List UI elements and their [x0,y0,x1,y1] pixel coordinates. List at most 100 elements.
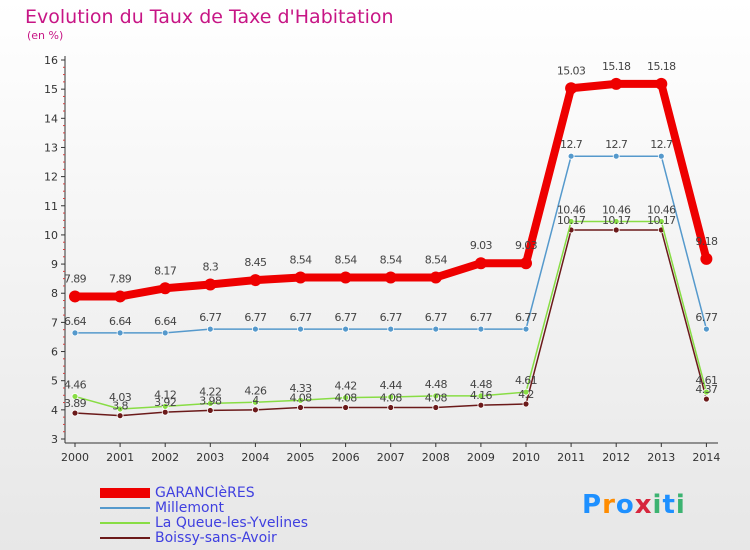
data-label: 15.03 [557,64,586,77]
proxiti-logo: Proxiti [582,490,686,520]
data-label: 6.77 [289,311,312,324]
data-point [429,271,442,284]
data-label: 9.03 [470,239,493,252]
data-label: 3.98 [199,394,222,407]
logo-letter: t [662,490,676,520]
data-label: 4.48 [470,378,493,391]
data-point [703,395,710,403]
data-point [339,271,352,284]
data-point [249,274,262,287]
data-label: 8.54 [425,253,448,266]
y-tick-label: 11 [44,200,58,213]
y-tick-label: 10 [44,229,58,242]
data-label: 8.54 [380,253,403,266]
x-tick-label: 2011 [557,451,585,464]
data-point [297,396,304,404]
data-point [161,329,169,337]
data-point [297,404,304,411]
x-tick-label: 2014 [692,451,720,464]
data-point [251,398,259,406]
data-point [655,77,668,90]
data-label: 4.46 [64,378,87,391]
data-point [69,290,81,303]
logo-letter: i [652,490,663,520]
data-label: 10.46 [647,204,676,217]
data-label: 10.17 [557,214,586,227]
data-point [387,325,395,333]
data-point [387,404,395,411]
legend-swatch [100,507,150,509]
legend-label: Boissy-sans-Avoir [155,530,277,546]
x-tick-label: 2005 [287,451,315,464]
data-label: 4.33 [289,382,312,395]
data-point [251,325,259,333]
data-point [612,218,620,225]
data-label: 4.08 [335,392,358,405]
data-label: 3.92 [154,396,176,409]
data-point [71,329,79,337]
legend-label: Millemont [155,500,224,516]
data-point [612,226,620,234]
data-point [477,325,485,333]
data-label: 8.3 [202,260,218,273]
data-label: 4.22 [199,385,221,398]
data-label: 4.26 [244,384,267,397]
data-point [342,325,350,333]
data-point [432,325,440,333]
data-label: 4.03 [109,391,132,404]
data-label: 6.77 [335,311,358,324]
y-tick-label: 4 [51,404,58,417]
data-label: 4.08 [380,392,403,405]
data-point [71,409,79,417]
data-label: 15.18 [602,60,631,73]
data-label: 3.89 [64,397,87,410]
data-point [565,82,578,95]
data-label: 6.77 [244,311,267,324]
data-point [477,392,485,400]
x-tick-label: 2000 [61,451,89,464]
data-point [116,329,124,337]
data-point [612,152,620,160]
logo-letter: i [675,490,686,520]
data-label: 4.61 [695,374,717,387]
data-point [567,218,575,225]
data-label: 4.16 [470,389,493,402]
y-tick-label: 15 [44,83,58,96]
data-label: 4.2 [518,388,534,401]
data-point [522,325,530,333]
y-tick-label: 12 [44,171,58,184]
data-point [297,325,304,333]
chart-unit: (en %) [27,29,64,42]
data-label: 8.17 [154,264,177,277]
logo-letter: P [582,490,603,520]
data-point [251,406,259,414]
data-label: 10.17 [647,214,676,227]
legend-swatch [100,522,150,524]
legend-label: La Queue-les-Yvelines [155,515,309,531]
data-point [387,393,395,401]
data-point [610,77,623,90]
data-label: 12.7 [605,138,628,151]
legend-label: GARANCIèRES [155,485,255,501]
data-label: 6.64 [109,315,132,328]
data-label: 4 [252,394,259,407]
data-point [477,401,485,409]
logo-letter: x [634,490,653,520]
x-tick-label: 2006 [332,451,360,464]
data-point [342,394,350,402]
data-point [116,405,124,413]
legend-swatch [100,537,150,539]
data-point [474,257,487,270]
data-point [522,400,530,408]
data-label: 6.77 [695,311,718,324]
data-label: 8.45 [244,256,267,269]
x-tick-label: 2009 [467,451,495,464]
data-label: 4.12 [154,388,176,401]
data-label: 4.08 [289,392,312,405]
y-tick-label: 8 [51,287,58,300]
data-point [159,282,172,295]
data-label: 10.46 [602,204,631,217]
data-point [116,412,124,420]
data-point [703,388,710,396]
